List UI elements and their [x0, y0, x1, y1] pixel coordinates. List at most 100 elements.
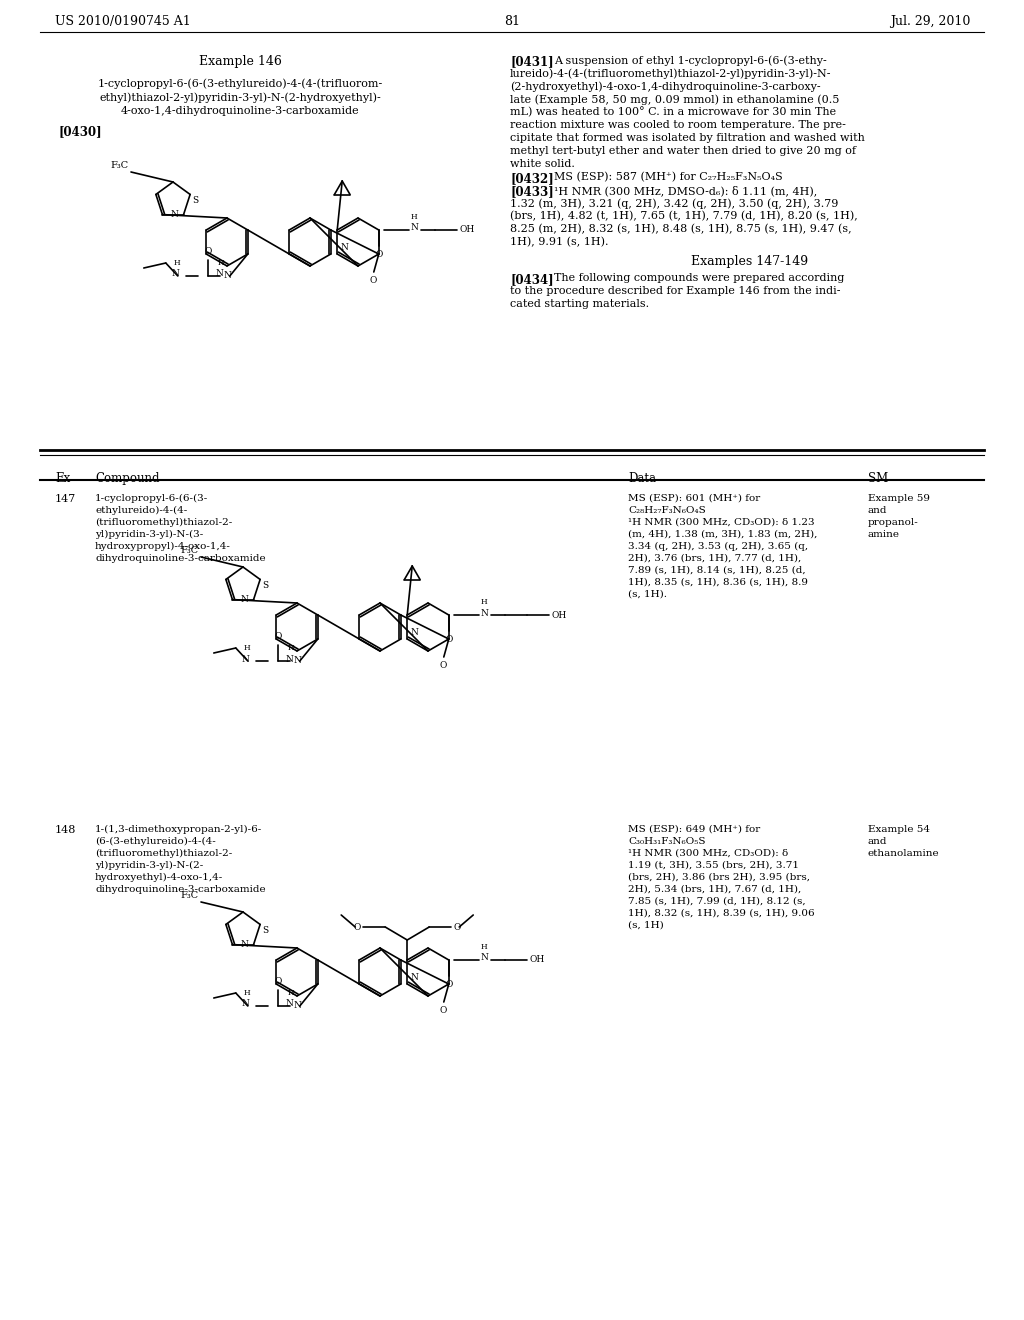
- Text: 3.34 (q, 2H), 3.53 (q, 2H), 3.65 (q,: 3.34 (q, 2H), 3.53 (q, 2H), 3.65 (q,: [628, 543, 808, 552]
- Text: (brs, 1H), 4.82 (t, 1H), 7.65 (t, 1H), 7.79 (d, 1H), 8.20 (s, 1H),: (brs, 1H), 4.82 (t, 1H), 7.65 (t, 1H), 7…: [510, 211, 858, 222]
- Text: white solid.: white solid.: [510, 158, 574, 169]
- Text: (6-(3-ethylureido)-4-(4-: (6-(3-ethylureido)-4-(4-: [95, 837, 216, 846]
- Text: Examples 147-149: Examples 147-149: [691, 255, 809, 268]
- Text: ethanolamine: ethanolamine: [868, 849, 940, 858]
- Text: yl)pyridin-3-yl)-N-(3-: yl)pyridin-3-yl)-N-(3-: [95, 531, 203, 539]
- Text: dihydroquinoline-3-carboxamide: dihydroquinoline-3-carboxamide: [95, 884, 265, 894]
- Text: US 2010/0190745 A1: US 2010/0190745 A1: [55, 15, 190, 28]
- Text: amine: amine: [868, 531, 900, 539]
- Text: reaction mixture was cooled to room temperature. The pre-: reaction mixture was cooled to room temp…: [510, 120, 846, 129]
- Text: N: N: [216, 269, 224, 279]
- Text: ¹H NMR (300 MHz, CD₃OD): δ: ¹H NMR (300 MHz, CD₃OD): δ: [628, 849, 788, 858]
- Text: 7.85 (s, 1H), 7.99 (d, 1H), 8.12 (s,: 7.85 (s, 1H), 7.99 (d, 1H), 8.12 (s,: [628, 898, 806, 906]
- Text: O: O: [274, 977, 282, 986]
- Text: [0431]: [0431]: [510, 55, 554, 69]
- Text: 1-(1,3-dimethoxypropan-2-yl)-6-: 1-(1,3-dimethoxypropan-2-yl)-6-: [95, 825, 262, 834]
- Text: N: N: [171, 210, 178, 219]
- Text: ¹H NMR (300 MHz, CD₃OD): δ 1.23: ¹H NMR (300 MHz, CD₃OD): δ 1.23: [628, 517, 815, 527]
- Text: 7.89 (s, 1H), 8.14 (s, 1H), 8.25 (d,: 7.89 (s, 1H), 8.14 (s, 1H), 8.25 (d,: [628, 566, 806, 576]
- Text: N: N: [481, 609, 488, 618]
- Text: OH: OH: [460, 226, 475, 235]
- Text: [0433]: [0433]: [510, 185, 554, 198]
- Text: O: O: [439, 661, 446, 671]
- Text: hydroxypropyl)-4-oxo-1,4-: hydroxypropyl)-4-oxo-1,4-: [95, 543, 230, 552]
- Text: O: O: [454, 923, 461, 932]
- Text: dihydroquinoline-3-carboxamide: dihydroquinoline-3-carboxamide: [95, 554, 265, 564]
- Text: N: N: [223, 271, 231, 280]
- Text: 1.19 (t, 3H), 3.55 (brs, 2H), 3.71: 1.19 (t, 3H), 3.55 (brs, 2H), 3.71: [628, 861, 799, 870]
- Text: 2H), 3.76 (brs, 1H), 7.77 (d, 1H),: 2H), 3.76 (brs, 1H), 7.77 (d, 1H),: [628, 554, 801, 564]
- Text: 1.32 (m, 3H), 3.21 (q, 2H), 3.42 (q, 2H), 3.50 (q, 2H), 3.79: 1.32 (m, 3H), 3.21 (q, 2H), 3.42 (q, 2H)…: [510, 198, 839, 209]
- Text: F₃C: F₃C: [181, 546, 199, 554]
- Text: cated starting materials.: cated starting materials.: [510, 300, 649, 309]
- Text: O: O: [204, 247, 212, 256]
- Text: (trifluoromethyl)thiazol-2-: (trifluoromethyl)thiazol-2-: [95, 849, 232, 858]
- Text: MS (ESP): 601 (MH⁺) for: MS (ESP): 601 (MH⁺) for: [628, 494, 760, 503]
- Text: C₂₈H₂₇F₃N₆O₄S: C₂₈H₂₇F₃N₆O₄S: [628, 506, 706, 515]
- Text: (m, 4H), 1.38 (m, 3H), 1.83 (m, 2H),: (m, 4H), 1.38 (m, 3H), 1.83 (m, 2H),: [628, 531, 817, 539]
- Text: N: N: [411, 223, 419, 232]
- Text: (2-hydroxyethyl)-4-oxo-1,4-dihydroquinoline-3-carboxy-: (2-hydroxyethyl)-4-oxo-1,4-dihydroquinol…: [510, 81, 820, 91]
- Text: and: and: [868, 837, 888, 846]
- Text: lureido)-4-(4-(trifluoromethyl)thiazol-2-yl)pyridin-3-yl)-N-: lureido)-4-(4-(trifluoromethyl)thiazol-2…: [510, 69, 831, 79]
- Text: hydroxyethyl)-4-oxo-1,4-: hydroxyethyl)-4-oxo-1,4-: [95, 873, 223, 882]
- Text: O: O: [439, 1006, 446, 1015]
- Text: ethyl)thiazol-2-yl)pyridin-3-yl)-N-(2-hydroxyethyl)-: ethyl)thiazol-2-yl)pyridin-3-yl)-N-(2-hy…: [99, 92, 381, 103]
- Text: Example 59: Example 59: [868, 494, 930, 503]
- Text: N: N: [293, 1001, 301, 1010]
- Text: methyl tert-butyl ether and water then dried to give 20 mg of: methyl tert-butyl ether and water then d…: [510, 147, 856, 156]
- Text: OH: OH: [552, 610, 567, 619]
- Text: propanol-: propanol-: [868, 517, 919, 527]
- Text: H: H: [287, 644, 294, 652]
- Text: 147: 147: [55, 494, 76, 504]
- Text: late (Example 58, 50 mg, 0.09 mmol) in ethanolamine (0.5: late (Example 58, 50 mg, 0.09 mmol) in e…: [510, 94, 840, 104]
- Text: H: H: [243, 989, 250, 997]
- Text: N: N: [242, 999, 250, 1008]
- Text: N: N: [411, 973, 418, 982]
- Text: O: O: [274, 632, 282, 642]
- Text: C₃₀H₃₁F₃N₆O₅S: C₃₀H₃₁F₃N₆O₅S: [628, 837, 706, 846]
- Text: O: O: [375, 249, 383, 259]
- Text: to the procedure described for Example 146 from the indi-: to the procedure described for Example 1…: [510, 286, 841, 296]
- Text: ¹H NMR (300 MHz, DMSO-d₆): δ 1.11 (m, 4H),: ¹H NMR (300 MHz, DMSO-d₆): δ 1.11 (m, 4H…: [554, 185, 817, 195]
- Text: MS (ESP): 649 (MH⁺) for: MS (ESP): 649 (MH⁺) for: [628, 825, 760, 834]
- Text: N: N: [241, 940, 249, 949]
- Text: [0430]: [0430]: [58, 125, 101, 139]
- Text: S: S: [262, 581, 268, 590]
- Text: Data: Data: [628, 473, 656, 484]
- Text: N: N: [411, 628, 418, 638]
- Text: (s, 1H): (s, 1H): [628, 921, 664, 931]
- Text: Example 146: Example 146: [199, 55, 282, 69]
- Text: H: H: [411, 213, 418, 220]
- Text: N: N: [172, 269, 180, 279]
- Text: OH: OH: [529, 956, 545, 965]
- Text: S: S: [193, 197, 199, 206]
- Text: H: H: [481, 598, 487, 606]
- Text: O: O: [445, 979, 453, 989]
- Text: 1-cyclopropyl-6-(6-(3-: 1-cyclopropyl-6-(6-(3-: [95, 494, 208, 503]
- Text: (trifluoromethyl)thiazol-2-: (trifluoromethyl)thiazol-2-: [95, 517, 232, 527]
- Text: cipitate that formed was isolated by filtration and washed with: cipitate that formed was isolated by fil…: [510, 133, 865, 143]
- Text: H: H: [481, 942, 487, 950]
- Text: Example 54: Example 54: [868, 825, 930, 834]
- Text: Ex: Ex: [55, 473, 71, 484]
- Text: N: N: [241, 595, 249, 605]
- Text: N: N: [286, 655, 294, 664]
- Text: O: O: [354, 923, 361, 932]
- Text: (brs, 2H), 3.86 (brs 2H), 3.95 (brs,: (brs, 2H), 3.86 (brs 2H), 3.95 (brs,: [628, 873, 810, 882]
- Text: O: O: [369, 276, 377, 285]
- Text: 148: 148: [55, 825, 77, 836]
- Text: F₃C: F₃C: [111, 161, 129, 170]
- Text: 1H), 8.35 (s, 1H), 8.36 (s, 1H), 8.9: 1H), 8.35 (s, 1H), 8.36 (s, 1H), 8.9: [628, 578, 808, 587]
- Text: 8.25 (m, 2H), 8.32 (s, 1H), 8.48 (s, 1H), 8.75 (s, 1H), 9.47 (s,: 8.25 (m, 2H), 8.32 (s, 1H), 8.48 (s, 1H)…: [510, 224, 852, 235]
- Text: N: N: [481, 953, 488, 962]
- Text: [0434]: [0434]: [510, 273, 554, 286]
- Text: mL) was heated to 100° C. in a microwave for 30 min The: mL) was heated to 100° C. in a microwave…: [510, 107, 837, 117]
- Text: (s, 1H).: (s, 1H).: [628, 590, 667, 599]
- Text: and: and: [868, 506, 888, 515]
- Text: H: H: [217, 259, 224, 267]
- Text: Jul. 29, 2010: Jul. 29, 2010: [890, 15, 970, 28]
- Text: [0432]: [0432]: [510, 172, 554, 185]
- Text: O: O: [445, 635, 453, 644]
- Text: N: N: [242, 655, 250, 664]
